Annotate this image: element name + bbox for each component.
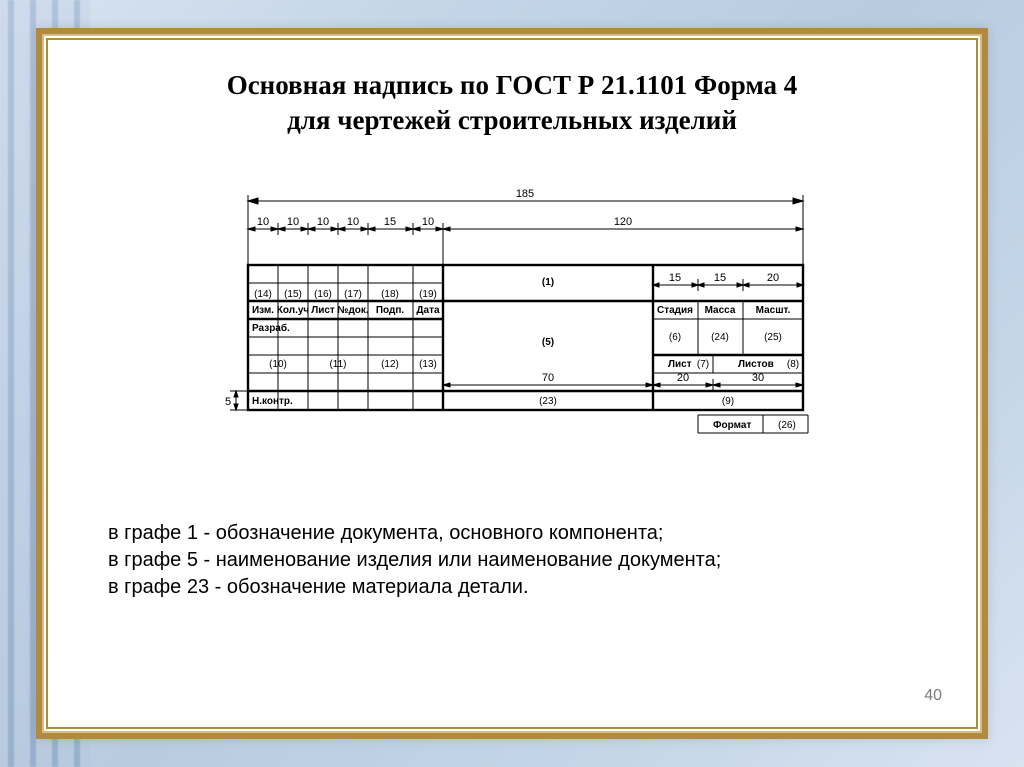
slide-frame: Основная надпись по ГОСТ Р 21.1101 Форма… xyxy=(36,28,988,739)
rl-list: Лист xyxy=(668,359,692,370)
cell-12: (12) xyxy=(381,359,399,370)
slide-frame-inner: Основная надпись по ГОСТ Р 21.1101 Форма… xyxy=(46,38,978,729)
notes-block: в графе 1 - обозначение документа, основ… xyxy=(108,520,916,601)
cell-18: (18) xyxy=(381,289,399,300)
dim-center70: 70 xyxy=(542,372,554,384)
rl-listov: Листов xyxy=(738,359,774,370)
rv-24: (24) xyxy=(711,332,729,343)
cell-10: (10) xyxy=(269,359,287,370)
rh-masst: Масшт. xyxy=(756,305,791,316)
slide-title: Основная надпись по ГОСТ Р 21.1101 Форма… xyxy=(48,68,976,137)
hdr-podp: Подп. xyxy=(376,305,405,316)
row-nkontr: Н.контр. xyxy=(252,396,293,407)
cell-23: (23) xyxy=(539,396,557,407)
dim-r2: 15 xyxy=(714,272,726,284)
cell-16: (16) xyxy=(314,289,332,300)
diagram-svg: 185 xyxy=(218,185,848,445)
dim-c7: 120 xyxy=(614,216,632,228)
cell-17: (17) xyxy=(344,289,362,300)
hdr-list: Лист xyxy=(311,305,335,316)
dim-c2: 10 xyxy=(287,216,299,228)
dim-rb1: 20 xyxy=(677,372,689,384)
cell-15: (15) xyxy=(284,289,302,300)
note-line-3: в графе 23 - обозначение материала детал… xyxy=(108,574,916,601)
dim-total: 185 xyxy=(516,188,534,200)
format-26: (26) xyxy=(778,420,796,431)
hdr-izm: Изм. xyxy=(252,305,274,316)
cell-1: (1) xyxy=(542,277,554,288)
dim-left5: 5 xyxy=(225,396,231,408)
dim-rb2: 30 xyxy=(752,372,764,384)
hdr-ndok: №док. xyxy=(337,305,369,316)
cell-5: (5) xyxy=(542,337,554,348)
dim-r3: 20 xyxy=(767,272,779,284)
title-line2: для чертежей строительных изделий xyxy=(287,105,737,135)
rv-25: (25) xyxy=(764,332,782,343)
cell-9: (9) xyxy=(722,396,734,407)
format-label: Формат xyxy=(713,420,751,431)
rv-6: (6) xyxy=(669,332,681,343)
dim-c3: 10 xyxy=(317,216,329,228)
dim-c4: 10 xyxy=(347,216,359,228)
cell-11: (11) xyxy=(329,359,346,370)
title-line1: Основная надпись по ГОСТ Р 21.1101 Форма… xyxy=(227,70,798,100)
slide: Основная надпись по ГОСТ Р 21.1101 Форма… xyxy=(0,0,1024,767)
note-line-2: в графе 5 - наименование изделия или наи… xyxy=(108,547,916,574)
cell-13: (13) xyxy=(419,359,437,370)
hdr-data: Дата xyxy=(416,305,440,316)
hdr-kol: Кол.уч xyxy=(277,305,310,316)
rl-8: (8) xyxy=(787,359,799,370)
rh-massa: Масса xyxy=(705,305,736,316)
dim-r1: 15 xyxy=(669,272,681,284)
cell-14: (14) xyxy=(254,289,272,300)
cell-19: (19) xyxy=(419,289,437,300)
dim-c6: 10 xyxy=(422,216,434,228)
dim-c1: 10 xyxy=(257,216,269,228)
page-number: 40 xyxy=(924,687,942,705)
dim-c5: 15 xyxy=(384,216,396,228)
rh-stadiya: Стадия xyxy=(657,305,693,316)
row-razrab: Разраб. xyxy=(252,322,290,334)
note-line-1: в графе 1 - обозначение документа, основ… xyxy=(108,520,916,547)
titleblock-diagram: 185 xyxy=(218,185,848,445)
rl-7: (7) xyxy=(697,359,709,370)
